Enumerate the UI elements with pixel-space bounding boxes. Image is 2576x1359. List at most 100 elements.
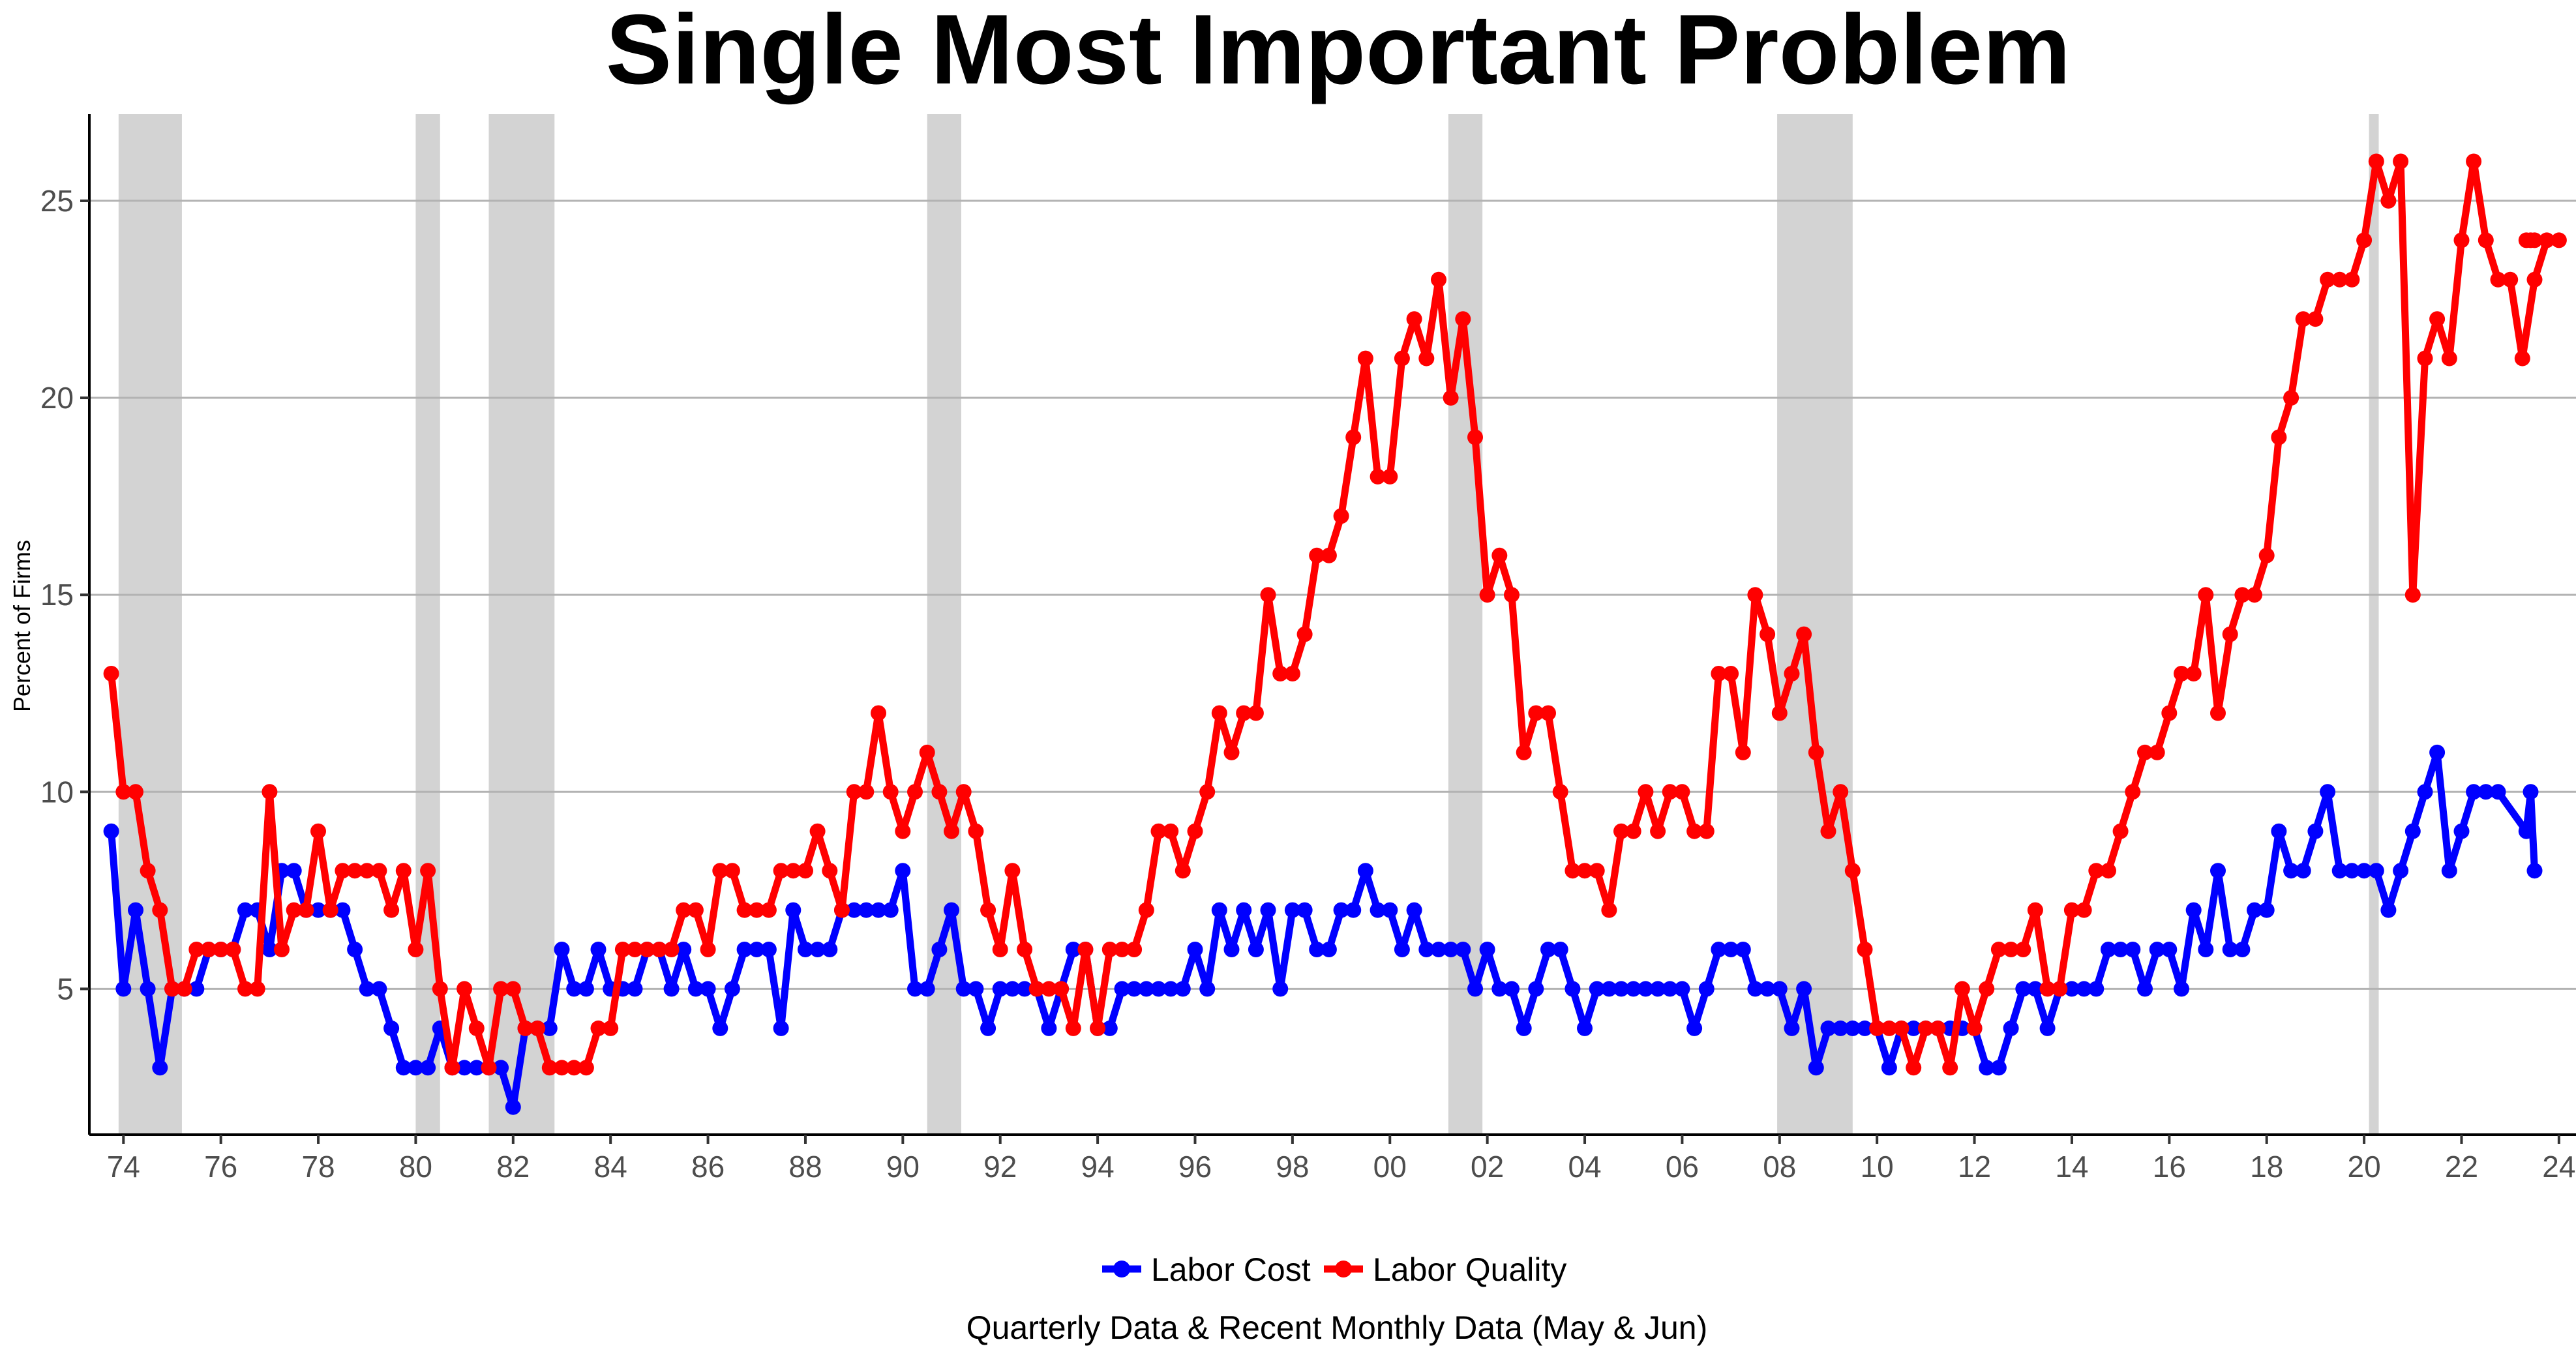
- point-labor-cost-86: [1150, 981, 1167, 997]
- x-tick-label-80: 80: [399, 1150, 432, 1184]
- point-labor-cost-198: [2523, 784, 2539, 800]
- point-labor-quality-62: [858, 784, 875, 800]
- point-labor-quality-152: [1954, 981, 1970, 997]
- point-labor-quality-28: [444, 1060, 460, 1076]
- point-labor-quality-106: [1394, 350, 1410, 366]
- chart-caption: Quarterly Data & Recent Monthly Data (Ma…: [966, 1309, 1708, 1346]
- point-labor-cost-194: [2466, 784, 2482, 800]
- point-labor-cost-148: [1906, 1020, 1922, 1036]
- point-labor-cost-122: [1589, 981, 1605, 997]
- point-labor-quality-136: [1760, 626, 1776, 642]
- point-labor-quality-168: [2149, 744, 2165, 760]
- point-labor-quality-11: [237, 981, 253, 997]
- point-labor-quality-160: [2052, 981, 2068, 997]
- point-labor-quality-121: [1577, 863, 1593, 879]
- point-labor-cost-117: [1528, 981, 1544, 997]
- legend-marker-labor-quality: [1335, 1261, 1352, 1277]
- point-labor-cost-182: [2320, 784, 2336, 800]
- point-labor-cost-13: [262, 942, 278, 957]
- point-labor-quality-118: [1540, 705, 1556, 721]
- point-labor-quality-33: [505, 981, 521, 997]
- point-labor-cost-72: [980, 1020, 996, 1036]
- point-labor-quality-195: [2478, 232, 2494, 248]
- y-axis-label: Percent of Firms: [8, 540, 35, 712]
- x-tick-label-86: 86: [691, 1150, 725, 1184]
- point-labor-quality-82: [1101, 942, 1118, 957]
- point-labor-quality-171: [2185, 666, 2202, 681]
- point-labor-cost-90: [1199, 981, 1216, 997]
- point-labor-quality-138: [1784, 666, 1800, 681]
- point-labor-cost-91: [1211, 902, 1227, 918]
- point-labor-cost-104: [1370, 902, 1386, 918]
- point-labor-quality-41: [603, 1020, 619, 1036]
- x-tick-label-22: 22: [2445, 1150, 2478, 1184]
- point-labor-cost-113: [1479, 942, 1495, 957]
- point-labor-cost-121: [1577, 1020, 1593, 1036]
- point-labor-quality-42: [614, 942, 631, 957]
- point-labor-cost-88: [1175, 981, 1191, 997]
- point-labor-cost-95: [1260, 902, 1276, 918]
- point-labor-cost-169: [2161, 942, 2178, 957]
- point-labor-cost-119: [1552, 942, 1568, 957]
- point-labor-cost-140: [1808, 1060, 1824, 1076]
- point-labor-quality-60: [834, 902, 850, 918]
- point-labor-quality-190: [2417, 350, 2433, 366]
- point-labor-cost-75: [1017, 981, 1033, 997]
- point-labor-cost-51: [724, 981, 740, 997]
- point-labor-cost-176: [2247, 902, 2262, 918]
- point-labor-cost-47: [676, 942, 692, 957]
- point-labor-quality-147: [1893, 1020, 1910, 1036]
- point-labor-quality-104: [1370, 468, 1386, 485]
- point-labor-quality-34: [517, 1020, 533, 1036]
- x-tick-label-92: 92: [983, 1150, 1017, 1184]
- point-labor-cost-17: [310, 902, 326, 918]
- point-labor-cost-15: [286, 863, 302, 879]
- point-labor-quality-76: [1028, 981, 1045, 997]
- point-labor-cost-36: [541, 1020, 558, 1036]
- point-labor-cost-59: [822, 942, 838, 957]
- point-labor-quality-78: [1053, 981, 1070, 997]
- point-labor-quality-113: [1479, 587, 1495, 603]
- y-tick-label-25: 25: [40, 184, 74, 218]
- point-labor-quality-119: [1552, 784, 1568, 800]
- point-labor-cost-165: [2112, 942, 2129, 957]
- point-labor-quality-44: [639, 942, 655, 957]
- point-labor-quality-102: [1345, 429, 1362, 445]
- point-labor-cost-188: [2393, 863, 2409, 879]
- point-labor-cost-62: [858, 902, 875, 918]
- point-labor-quality-131: [1698, 823, 1715, 839]
- point-labor-quality-65: [895, 823, 911, 839]
- point-labor-cost-29: [457, 1060, 473, 1076]
- point-labor-cost-106: [1394, 942, 1410, 957]
- point-labor-quality-191: [2429, 311, 2446, 327]
- point-labor-cost-71: [968, 981, 984, 997]
- point-labor-cost-177: [2258, 902, 2275, 918]
- point-labor-quality-74: [1004, 863, 1021, 879]
- point-labor-quality-92: [1223, 744, 1240, 760]
- point-labor-quality-27: [432, 981, 448, 997]
- point-labor-quality-45: [651, 942, 667, 957]
- point-labor-quality-137: [1771, 705, 1788, 721]
- point-labor-quality-159: [2039, 981, 2056, 997]
- point-labor-cost-103: [1357, 863, 1373, 879]
- point-labor-cost-133: [1723, 942, 1739, 957]
- point-labor-quality-193: [2453, 232, 2470, 248]
- point-labor-cost-174: [2222, 942, 2238, 957]
- point-labor-quality-157: [2015, 942, 2031, 957]
- point-labor-cost-67: [919, 981, 935, 997]
- point-labor-cost-139: [1796, 981, 1812, 997]
- point-labor-quality-169: [2161, 705, 2178, 721]
- point-labor-cost-96: [1272, 981, 1289, 997]
- point-labor-cost-102: [1345, 902, 1362, 918]
- point-labor-cost-191: [2429, 744, 2446, 760]
- point-labor-quality-64: [882, 784, 899, 800]
- point-labor-quality-165: [2112, 823, 2129, 839]
- point-labor-quality-5: [164, 981, 180, 997]
- point-labor-quality-151: [1942, 1060, 1958, 1076]
- point-labor-cost-32: [493, 1060, 509, 1076]
- point-labor-cost-175: [2234, 942, 2251, 957]
- point-labor-quality-146: [1881, 1020, 1897, 1036]
- point-labor-cost-143: [1844, 1020, 1861, 1036]
- point-labor-quality-150: [1930, 1020, 1946, 1036]
- point-labor-cost-109: [1431, 942, 1446, 957]
